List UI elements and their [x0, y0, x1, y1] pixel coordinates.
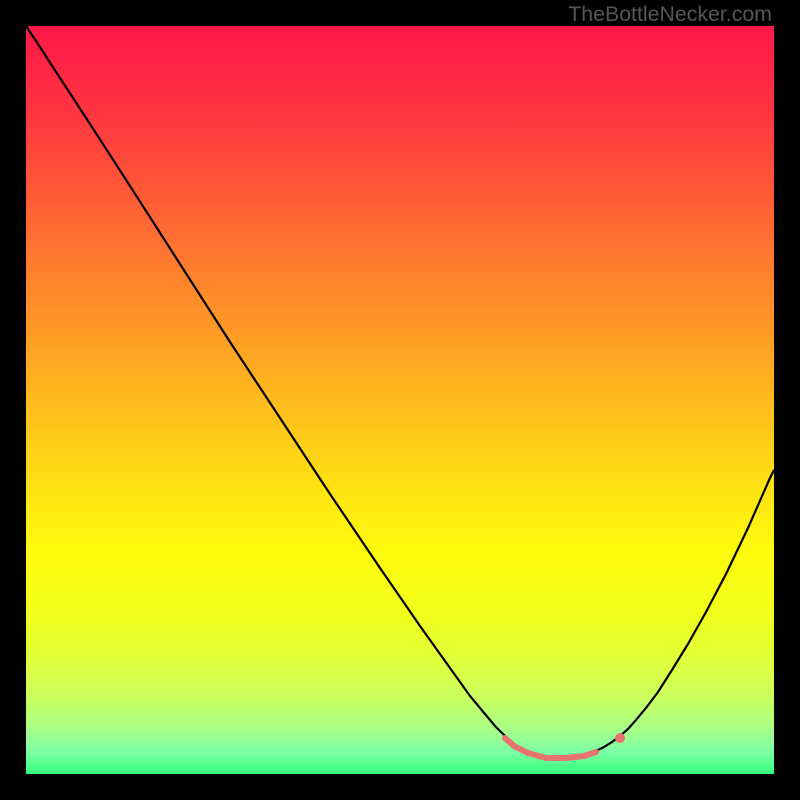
plot-area [26, 26, 774, 774]
marker-segment [584, 752, 596, 756]
curve-layer [26, 26, 774, 774]
highlight-markers [505, 738, 596, 758]
bottleneck-curve [26, 26, 774, 758]
watermark-text: TheBottleNecker.com [568, 2, 772, 27]
chart-canvas: TheBottleNecker.com [0, 0, 800, 800]
highlight-dot [615, 733, 625, 743]
